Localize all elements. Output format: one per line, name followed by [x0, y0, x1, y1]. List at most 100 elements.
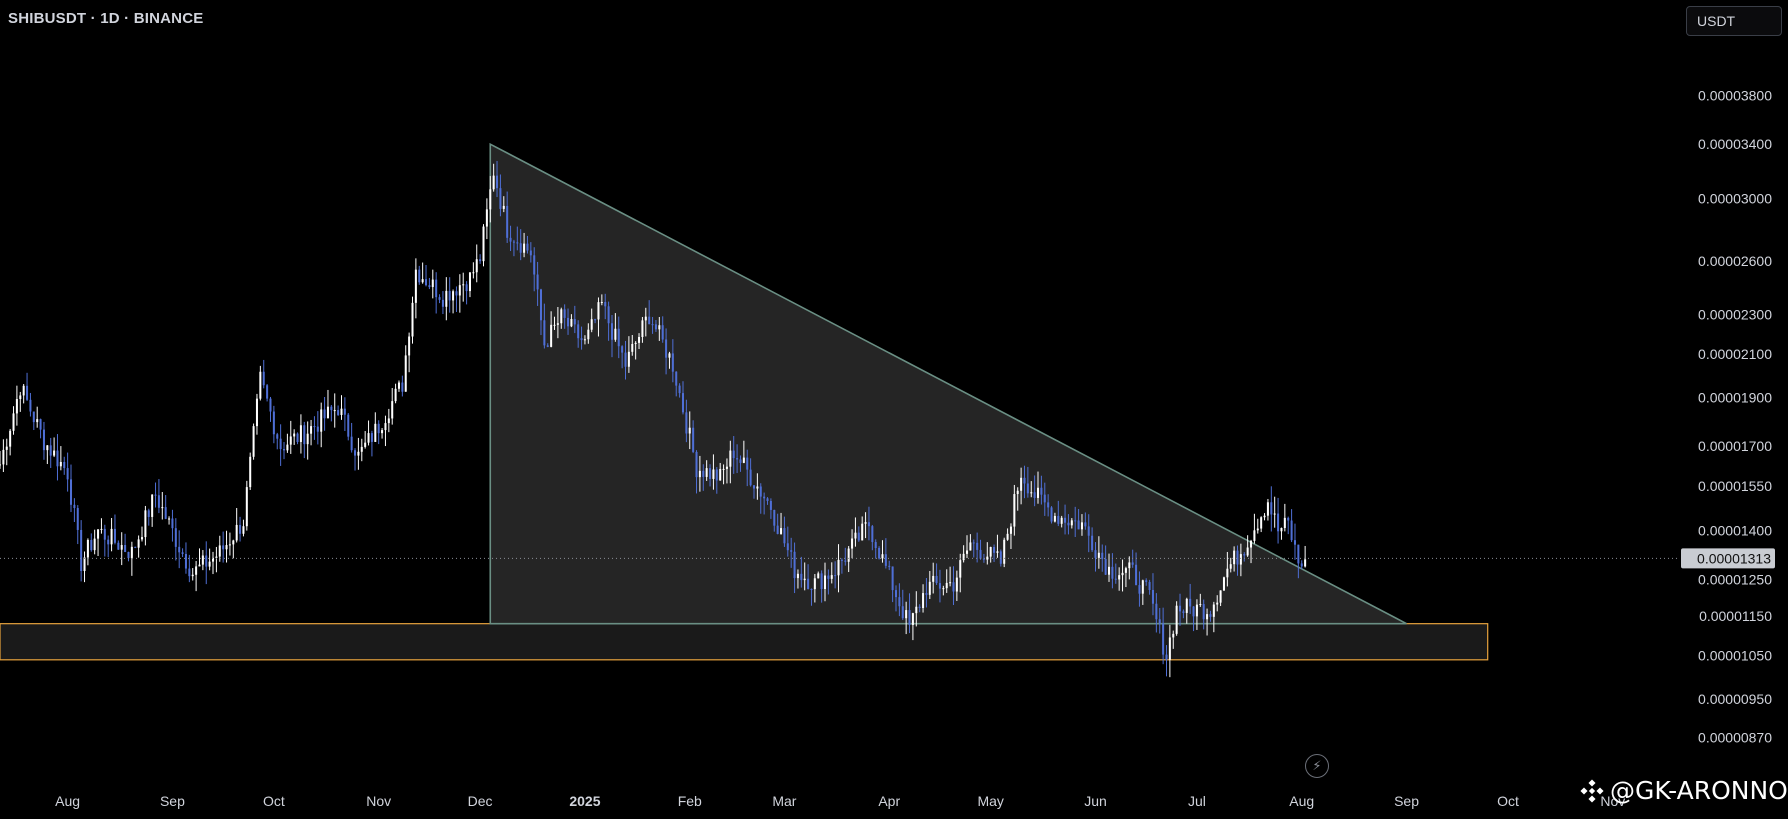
- candle-body: [1219, 590, 1222, 603]
- candle: [671, 339, 674, 383]
- candle-body: [66, 468, 69, 480]
- candle: [485, 198, 488, 240]
- candle-body: [820, 573, 823, 590]
- candle: [249, 452, 252, 490]
- candle: [536, 261, 539, 306]
- candle: [529, 242, 532, 263]
- candle: [479, 254, 482, 264]
- candle-body: [86, 539, 89, 558]
- candle-body: [519, 243, 522, 253]
- candle-body: [796, 573, 799, 579]
- candle-body: [144, 510, 147, 538]
- candle: [502, 196, 505, 213]
- candle-body: [864, 522, 867, 524]
- candle-body: [742, 457, 745, 463]
- y-tick-label: 0.00001900: [1698, 389, 1772, 405]
- candle: [19, 391, 22, 412]
- candle: [340, 395, 343, 420]
- candle-body: [1064, 517, 1067, 523]
- candle-body: [746, 457, 749, 470]
- candle: [952, 566, 955, 606]
- candle-body: [1263, 515, 1266, 518]
- candle: [323, 397, 326, 431]
- candle-body: [908, 610, 911, 625]
- candle-body: [790, 550, 793, 552]
- candle-body: [817, 573, 820, 579]
- candle-body: [1250, 540, 1253, 548]
- candle-body: [445, 290, 448, 307]
- candle-body: [1290, 520, 1293, 541]
- candle: [1040, 475, 1043, 505]
- y-tick-label: 0.00003800: [1698, 88, 1772, 104]
- candle-body: [550, 324, 553, 347]
- candle-body: [364, 442, 367, 447]
- candle-body: [452, 291, 455, 301]
- candle-body: [874, 542, 877, 549]
- binance-logo-icon: [1580, 778, 1604, 803]
- candle-body: [154, 494, 157, 496]
- candle-body: [479, 259, 482, 262]
- candle: [1209, 610, 1212, 622]
- candle-body: [888, 565, 891, 567]
- candle: [736, 444, 739, 474]
- candle: [803, 562, 806, 591]
- candle: [120, 532, 123, 566]
- candle-body: [259, 371, 262, 399]
- candle: [1263, 513, 1266, 521]
- candle: [384, 415, 387, 447]
- candle-body: [925, 593, 928, 595]
- candle: [546, 343, 549, 348]
- candle-body: [181, 552, 184, 554]
- candle-body: [1138, 585, 1141, 594]
- candle: [364, 431, 367, 449]
- candle-body: [269, 398, 272, 412]
- candle: [266, 384, 269, 402]
- candle: [1067, 514, 1070, 535]
- candle: [1138, 571, 1141, 607]
- candle: [681, 381, 685, 415]
- candle-body: [80, 529, 83, 572]
- candle-body: [688, 427, 691, 434]
- candle: [705, 460, 708, 481]
- candle: [854, 517, 857, 547]
- candle: [465, 281, 468, 305]
- candle: [756, 473, 759, 500]
- candle-body: [597, 302, 600, 320]
- x-tick-label: Jun: [1084, 793, 1107, 809]
- candle-body: [827, 575, 830, 579]
- candle: [228, 532, 231, 556]
- candle: [289, 420, 292, 454]
- candle-body: [986, 556, 989, 560]
- candle-body: [1145, 580, 1148, 582]
- lightning-icon[interactable]: ⚡: [1305, 754, 1329, 778]
- candle-body: [1297, 544, 1300, 564]
- candle: [1179, 593, 1182, 626]
- candle-body: [1172, 633, 1175, 638]
- candle: [387, 408, 390, 433]
- candle-body: [1209, 614, 1212, 617]
- candle: [732, 436, 735, 474]
- candle-body: [837, 559, 840, 576]
- candle-body: [414, 269, 417, 303]
- candle: [22, 384, 25, 404]
- candle: [1121, 559, 1124, 592]
- x-tick-label: Jul: [1188, 793, 1206, 809]
- candle-body: [198, 564, 201, 567]
- currency-button[interactable]: USDT: [1686, 6, 1782, 36]
- candle-body: [955, 577, 958, 592]
- candle: [1273, 496, 1276, 528]
- candle-body: [1189, 598, 1192, 607]
- candle-body: [932, 575, 935, 582]
- candle-body: [681, 393, 685, 413]
- candle-body: [1158, 619, 1161, 624]
- candle: [1087, 514, 1090, 553]
- candle: [1013, 484, 1016, 536]
- candle-body: [49, 445, 52, 456]
- candle: [59, 446, 62, 471]
- candle-body: [1300, 563, 1303, 567]
- candle: [861, 516, 864, 541]
- candle-body: [411, 302, 414, 337]
- candle-body: [928, 581, 931, 595]
